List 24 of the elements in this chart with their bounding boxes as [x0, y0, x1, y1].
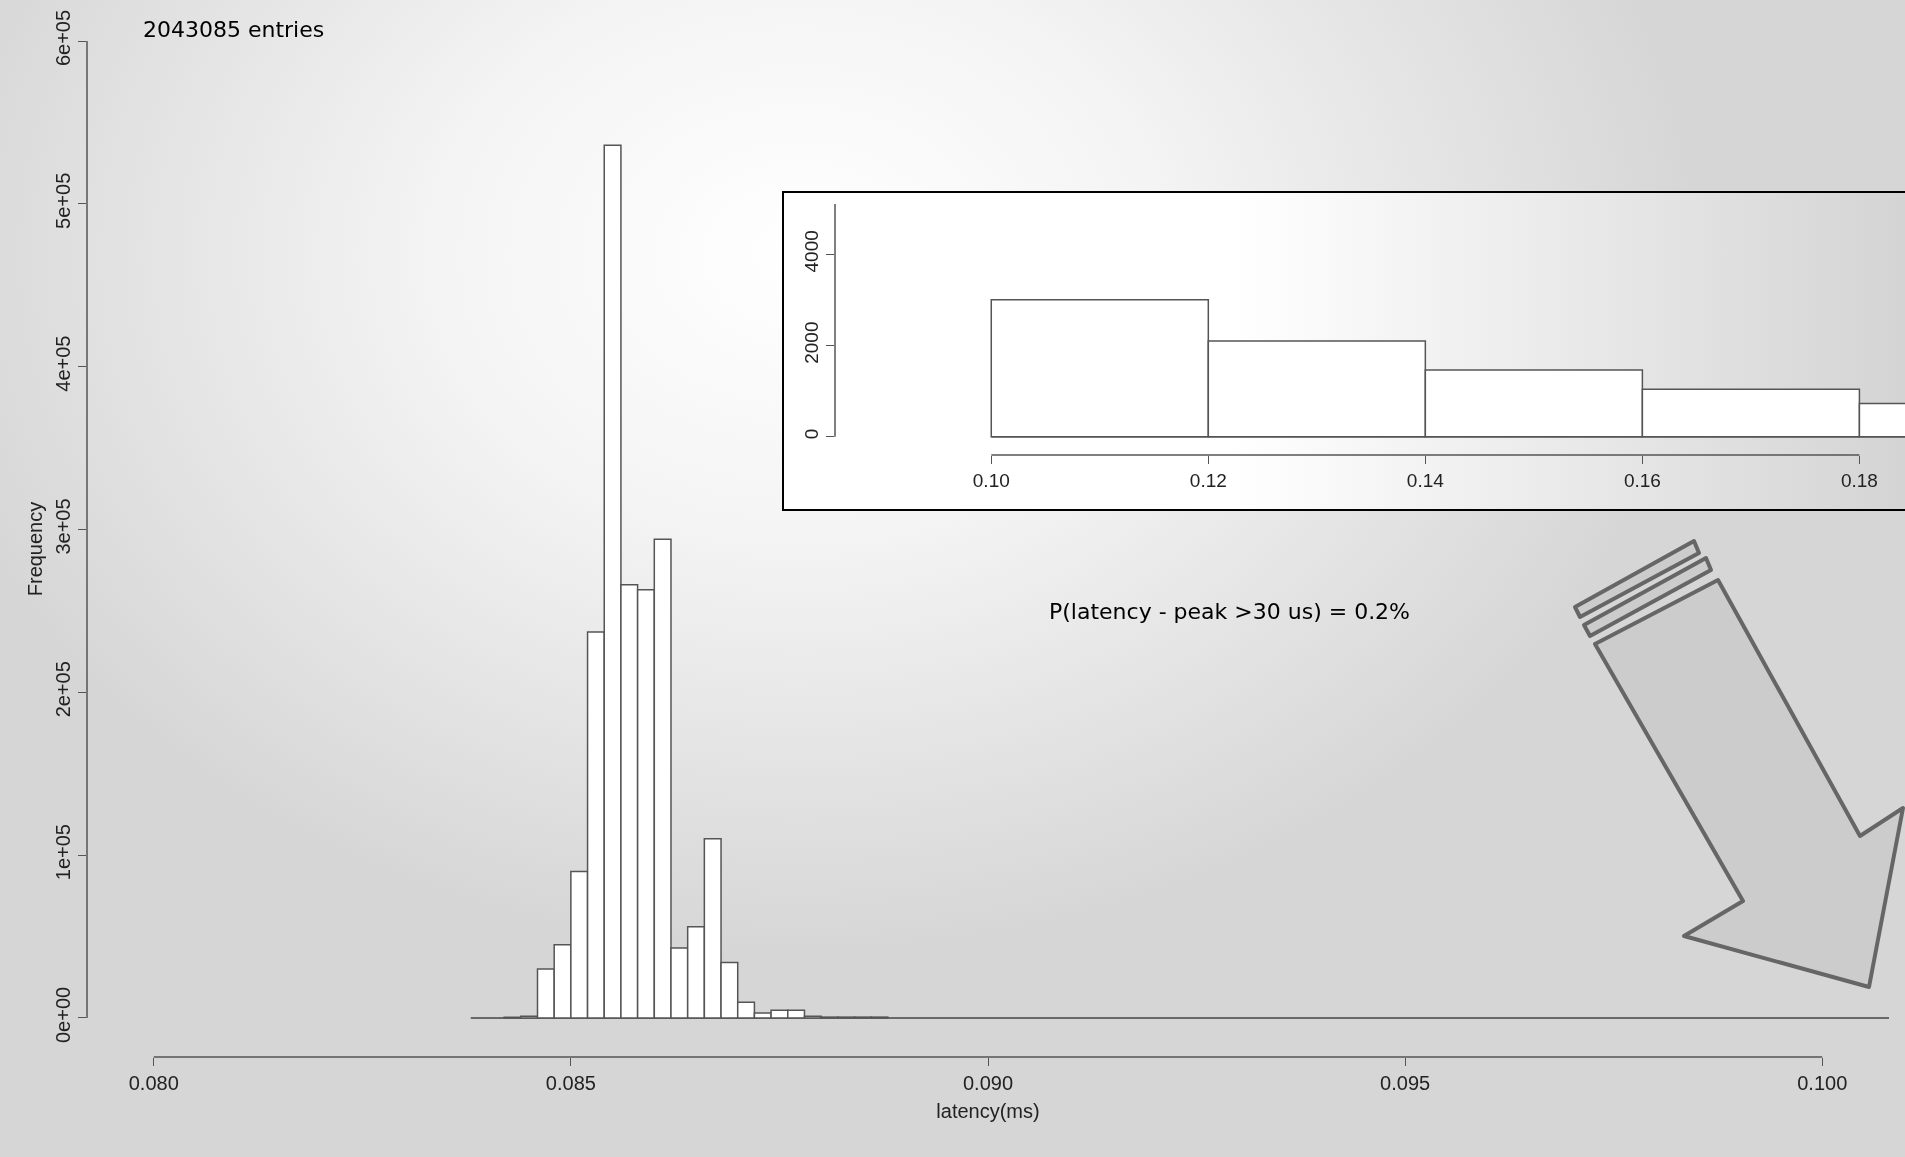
y-tick-label: 3e+05: [52, 498, 74, 555]
x-tick-label: 0.090: [962, 1072, 1014, 1094]
x-tick-label: 0.16: [1623, 469, 1661, 491]
x-tick-label: 0.10: [972, 469, 1010, 491]
y-tick-label: 6e+05: [52, 9, 74, 67]
annotation: P(latency - peak >30 us) = 0.2%: [1049, 599, 1411, 624]
x-axis-title: latency(ms): [936, 1099, 1040, 1122]
y-tick-label: 4e+05: [52, 335, 74, 392]
x-tick-label: 0.085: [545, 1072, 596, 1094]
y-tick-label: 4000: [801, 230, 823, 273]
x-tick-label: 0.14: [1406, 469, 1445, 491]
y-axis-title: Frequency: [23, 501, 46, 597]
y-tick-label: 0e+00: [52, 986, 74, 1044]
y-tick-label: 1e+05: [52, 824, 74, 881]
x-tick-label: 0.080: [128, 1072, 179, 1094]
y-tick-label: 5e+05: [52, 172, 74, 229]
y-tick-label: 2e+05: [52, 661, 74, 718]
x-tick-label: 0.12: [1189, 469, 1227, 491]
x-tick-label: 0.095: [1380, 1072, 1431, 1094]
x-tick-label: 0.18: [1840, 469, 1878, 491]
y-tick-label: 2000: [801, 321, 823, 364]
x-tick-label: 0.100: [1797, 1072, 1848, 1094]
y-tick-label: 0: [801, 428, 823, 440]
annotation: 2043085 entries: [143, 17, 325, 42]
